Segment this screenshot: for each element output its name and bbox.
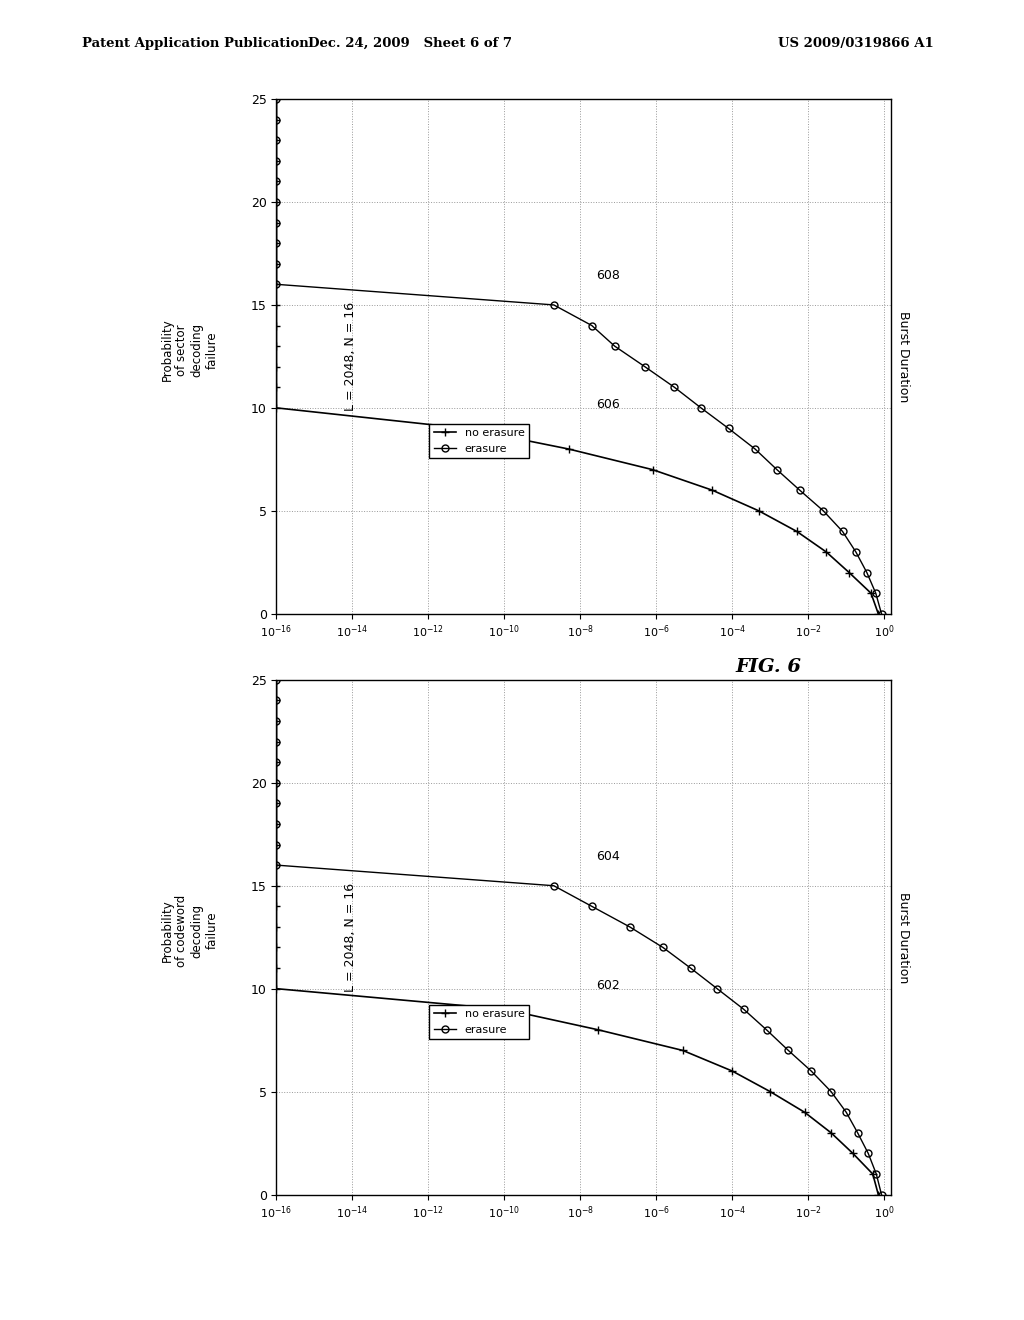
Text: Probability
of sector
decoding
failure: Probability of sector decoding failure — [161, 318, 218, 381]
Legend: no erasure, erasure: no erasure, erasure — [429, 1005, 529, 1039]
Text: L = 2048, N = 16: L = 2048, N = 16 — [344, 302, 356, 411]
Text: L = 2048, N = 16: L = 2048, N = 16 — [344, 883, 356, 991]
Text: 604: 604 — [596, 850, 620, 863]
Y-axis label: Burst Duration: Burst Duration — [897, 310, 910, 403]
Text: 608: 608 — [596, 269, 620, 282]
Text: Dec. 24, 2009   Sheet 6 of 7: Dec. 24, 2009 Sheet 6 of 7 — [307, 37, 512, 50]
Text: 602: 602 — [596, 978, 620, 991]
Y-axis label: Burst Duration: Burst Duration — [897, 891, 910, 983]
Text: Patent Application Publication: Patent Application Publication — [82, 37, 308, 50]
Text: 606: 606 — [596, 397, 620, 411]
Text: US 2009/0319866 A1: US 2009/0319866 A1 — [778, 37, 934, 50]
Text: FIG. 6: FIG. 6 — [735, 657, 801, 676]
Text: Probability
of codeword
decoding
failure: Probability of codeword decoding failure — [161, 895, 218, 966]
Legend: no erasure, erasure: no erasure, erasure — [429, 424, 529, 458]
